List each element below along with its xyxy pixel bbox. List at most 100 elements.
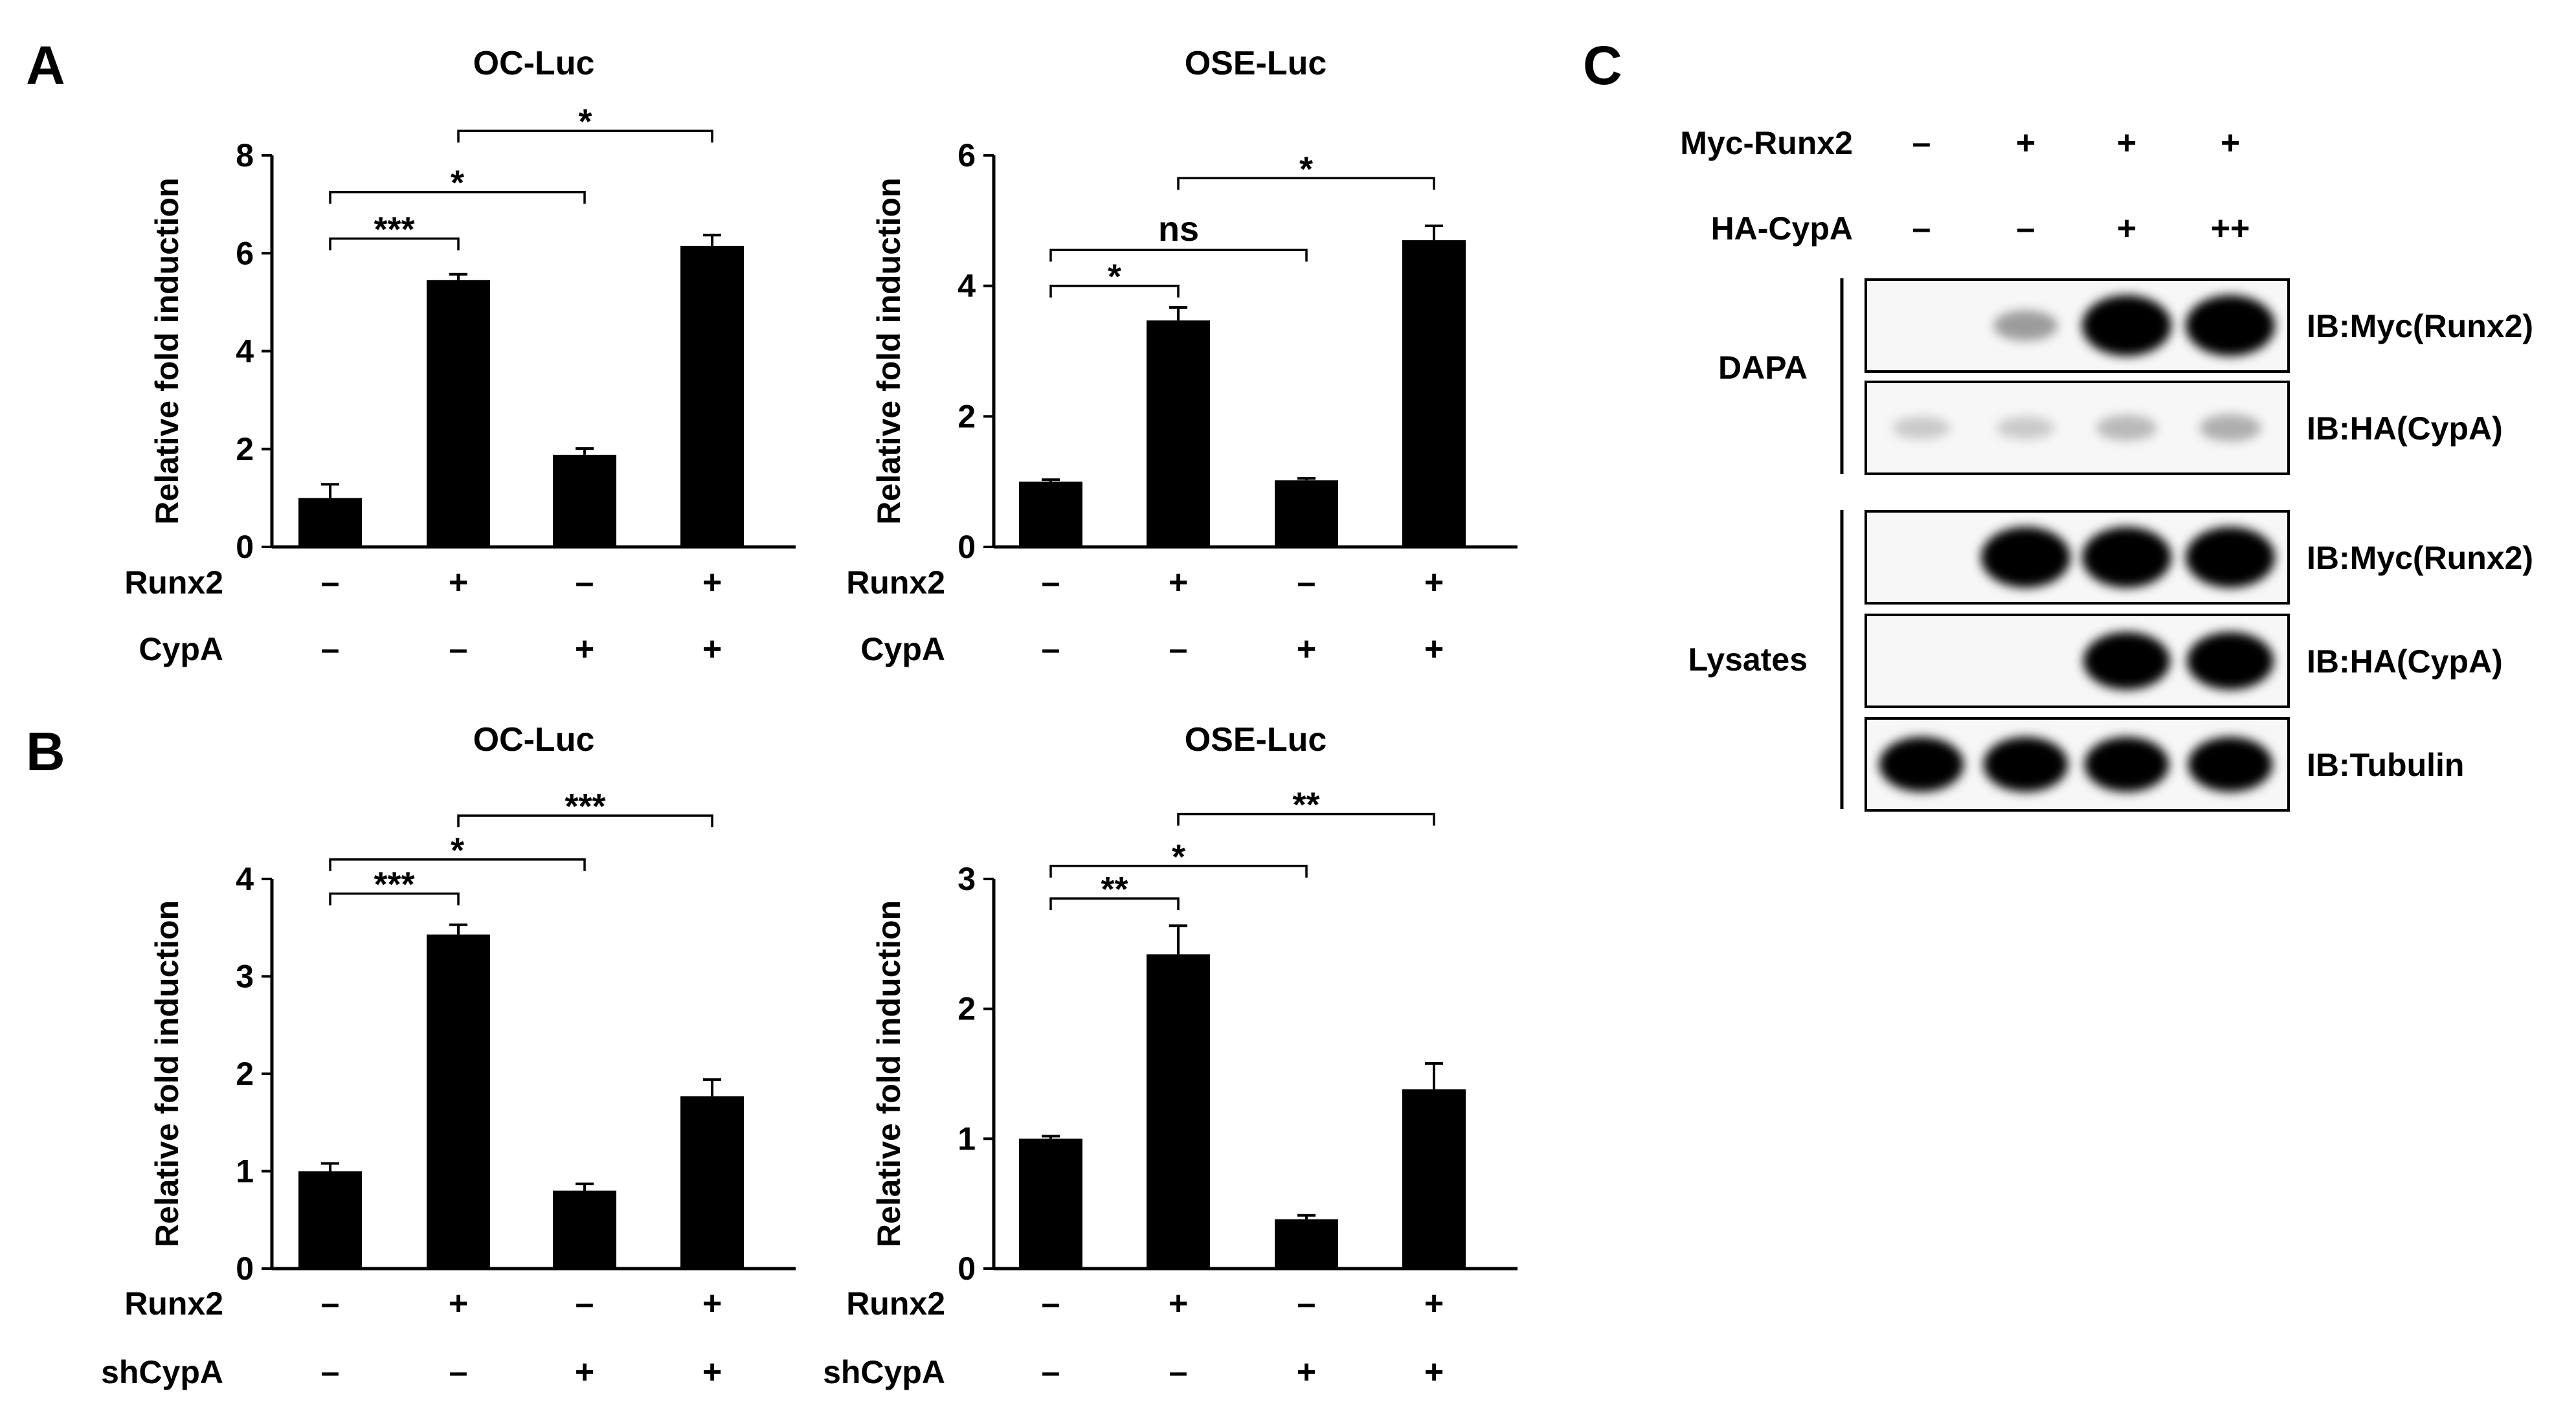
condition-symbol: – — [1297, 564, 1316, 601]
significance-label: * — [451, 831, 464, 870]
y-tick-label: 2 — [236, 431, 254, 467]
significance-label: ns — [1158, 210, 1199, 249]
y-axis-label: Relative fold induction — [871, 177, 907, 524]
bar — [1275, 480, 1338, 547]
significance-bracket — [1049, 284, 1180, 298]
blot-band — [2199, 414, 2261, 442]
blot-band — [1981, 527, 2070, 588]
blot-condition-symbol: + — [2117, 124, 2136, 162]
condition-symbol: – — [321, 1285, 340, 1322]
y-tick-label: 0 — [958, 529, 976, 565]
condition-label: shCypA — [823, 1354, 945, 1390]
y-tick-label: 2 — [236, 1056, 254, 1092]
significance-label: * — [578, 102, 592, 141]
condition-label: Runx2 — [846, 1285, 945, 1322]
bar — [298, 1171, 362, 1269]
significance-label: *** — [374, 210, 414, 249]
significance-bracket — [329, 858, 586, 871]
y-tick-label: 3 — [958, 861, 976, 897]
condition-label: Runx2 — [124, 1285, 223, 1322]
bar — [553, 1190, 616, 1269]
panel-label-c: C — [1583, 35, 1622, 96]
chart-a-oc-luc: OC-Luc Relative fold induction 0 2 4 6 8 Runx2 –… — [124, 45, 796, 668]
chart-title: OSE-Luc — [1185, 721, 1327, 759]
western-blot-panel-c: Myc-Runx2– + + +HA-CypA – – + ++IB:Myc(Runx2)IB… — [1680, 124, 2533, 812]
y-tick-label: 0 — [236, 1250, 254, 1287]
condition-symbol: + — [1424, 1285, 1444, 1322]
blot-strip-label: IB:Tubulin — [2307, 747, 2464, 783]
blot-band — [2084, 737, 2169, 792]
condition-symbol: + — [1424, 564, 1444, 601]
condition-label: Runx2 — [846, 564, 945, 601]
condition-symbol: – — [449, 1353, 468, 1391]
significance-bracket — [1049, 249, 1308, 262]
condition-symbol: + — [702, 1285, 722, 1322]
bar — [680, 1096, 744, 1269]
chart-b-ose-luc: OSE-Luc Relative fold induction 0 1 2 3 Runx2 –… — [823, 721, 1518, 1391]
y-tick-label: 6 — [958, 137, 976, 173]
bar — [1147, 320, 1210, 547]
chart-title: OC-Luc — [473, 721, 595, 759]
significance-label: ** — [1101, 870, 1128, 909]
blot-band — [2083, 632, 2170, 690]
blot-condition-label: HA-CypA — [1711, 210, 1853, 247]
condition-symbol: – — [321, 1353, 340, 1391]
blot-band — [2082, 295, 2171, 356]
condition-symbol: – — [576, 564, 594, 601]
bar — [1275, 1219, 1338, 1269]
chart-title: OSE-Luc — [1185, 45, 1327, 82]
condition-symbol: – — [1169, 630, 1188, 668]
bar — [427, 280, 490, 547]
panel-label-a: A — [26, 35, 65, 96]
chart-a-ose-luc: OSE-Luc Relative fold induction 0 2 4 6 Runx2 –… — [846, 45, 1518, 668]
bar — [1019, 1139, 1082, 1269]
y-tick-label: 1 — [236, 1153, 254, 1190]
condition-label: Runx2 — [124, 564, 223, 601]
y-axis-label: Relative fold induction — [149, 900, 185, 1247]
y-tick-label: 0 — [958, 1250, 976, 1287]
condition-symbol: – — [1169, 1353, 1188, 1391]
blot-band — [2187, 632, 2274, 690]
condition-symbol: + — [1169, 564, 1188, 601]
condition-symbol: + — [1424, 630, 1444, 668]
significance-bracket — [329, 237, 460, 250]
condition-symbol: + — [449, 1285, 468, 1322]
significance-label: *** — [565, 787, 605, 826]
blot-band — [2186, 295, 2275, 356]
significance-bracket — [457, 814, 713, 828]
significance-label: ** — [1292, 786, 1319, 825]
significance-bracket — [1177, 177, 1435, 190]
condition-symbol: + — [1424, 1353, 1444, 1391]
condition-symbol: – — [576, 1285, 594, 1322]
blot-strip-label: IB:HA(CypA) — [2307, 410, 2503, 447]
significance-label: *** — [374, 865, 414, 904]
condition-label: shCypA — [101, 1354, 223, 1390]
blot-band — [1892, 416, 1951, 439]
condition-symbol: + — [449, 564, 468, 601]
blot-condition-symbol: + — [2221, 124, 2240, 162]
condition-symbol: + — [1297, 1353, 1316, 1391]
blot-strip-label: IB:Myc(Runx2) — [2307, 308, 2533, 344]
significance-bracket — [457, 129, 713, 143]
y-tick-label: 1 — [958, 1120, 976, 1157]
bar — [427, 934, 490, 1269]
blot-band — [2188, 737, 2273, 792]
blot-band — [2096, 415, 2157, 441]
y-tick-label: 6 — [236, 235, 254, 271]
blot-condition-label: Myc-Runx2 — [1680, 125, 1853, 161]
y-tick-label: 4 — [958, 268, 976, 304]
condition-symbol: – — [449, 630, 468, 668]
y-axis-label: Relative fold induction — [871, 900, 907, 1247]
panel-label-b: B — [26, 721, 65, 782]
y-tick-label: 3 — [236, 959, 254, 995]
y-tick-label: 8 — [236, 137, 254, 173]
condition-label: CypA — [860, 631, 945, 667]
condition-symbol: – — [1042, 1285, 1060, 1322]
y-tick-label: 2 — [958, 991, 976, 1027]
significance-label: * — [1299, 150, 1313, 188]
condition-symbol: + — [575, 1353, 594, 1391]
chart-b-oc-luc: OC-Luc Relative fold induction 0 1 2 3 4 Runx2 –… — [101, 721, 796, 1391]
blot-strip-label: IB:Myc(Runx2) — [2307, 540, 2533, 576]
condition-symbol: + — [702, 564, 722, 601]
